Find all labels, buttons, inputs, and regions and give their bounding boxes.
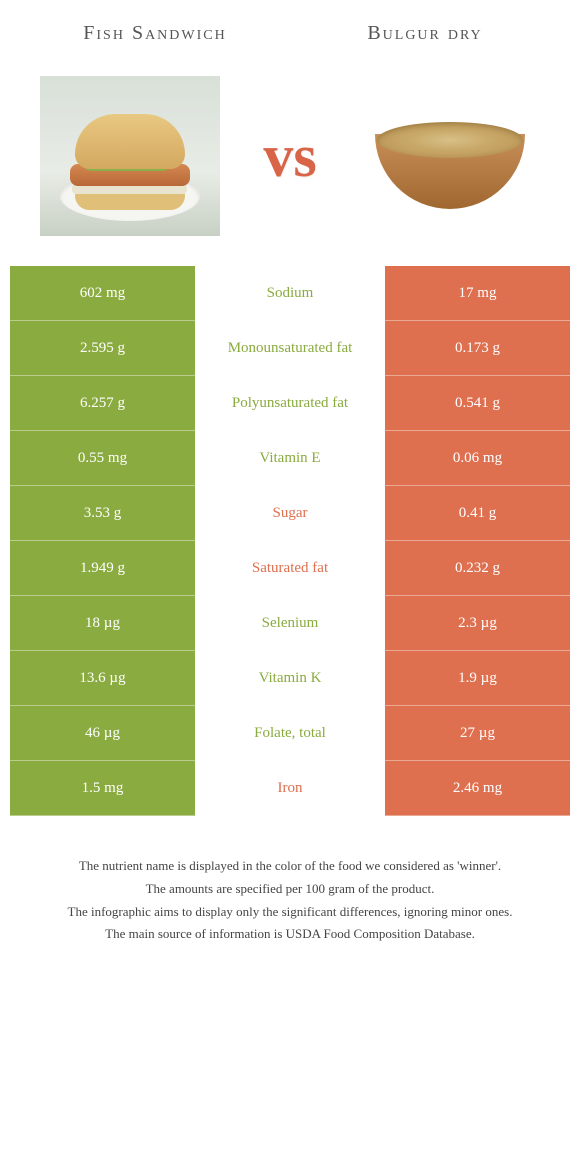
table-row: 18 µgSelenium2.3 µg [10,596,570,651]
right-value: 2.46 mg [385,761,570,816]
left-value: 0.55 mg [10,431,195,486]
table-row: 3.53 gSugar0.41 g [10,486,570,541]
right-value: 0.232 g [385,541,570,596]
nutrient-table: 602 mgSodium17 mg2.595 gMonounsaturated … [10,266,570,816]
right-value: 0.541 g [385,376,570,431]
right-value: 0.173 g [385,321,570,376]
nutrient-name: Selenium [195,596,385,651]
right-food-image [360,76,540,236]
footer-line-4: The main source of information is USDA F… [30,924,550,945]
table-row: 13.6 µgVitamin K1.9 µg [10,651,570,706]
left-food-image [40,76,220,236]
right-food-title: Bulgur dry [325,20,525,46]
table-row: 2.595 gMonounsaturated fat0.173 g [10,321,570,376]
left-value: 602 mg [10,266,195,321]
table-row: 1.5 mgIron2.46 mg [10,761,570,816]
images-row: vs [0,56,580,266]
vs-label: vs [263,122,316,191]
table-row: 602 mgSodium17 mg [10,266,570,321]
left-value: 3.53 g [10,486,195,541]
right-value: 2.3 µg [385,596,570,651]
right-value: 27 µg [385,706,570,761]
left-value: 13.6 µg [10,651,195,706]
nutrient-name: Folate, total [195,706,385,761]
footer-notes: The nutrient name is displayed in the co… [0,816,580,967]
left-food-title: Fish Sandwich [55,20,255,46]
header: Fish Sandwich Bulgur dry [0,0,580,56]
table-row: 6.257 gPolyunsaturated fat0.541 g [10,376,570,431]
nutrient-name: Iron [195,761,385,816]
nutrient-name: Sodium [195,266,385,321]
left-value: 46 µg [10,706,195,761]
left-value: 2.595 g [10,321,195,376]
footer-line-1: The nutrient name is displayed in the co… [30,856,550,877]
table-row: 46 µgFolate, total27 µg [10,706,570,761]
nutrient-name: Saturated fat [195,541,385,596]
left-value: 18 µg [10,596,195,651]
nutrient-name: Monounsaturated fat [195,321,385,376]
nutrient-name: Vitamin E [195,431,385,486]
right-value: 17 mg [385,266,570,321]
table-row: 1.949 gSaturated fat0.232 g [10,541,570,596]
right-value: 0.06 mg [385,431,570,486]
left-value: 1.949 g [10,541,195,596]
footer-line-2: The amounts are specified per 100 gram o… [30,879,550,900]
left-value: 6.257 g [10,376,195,431]
nutrient-name: Vitamin K [195,651,385,706]
right-value: 0.41 g [385,486,570,541]
table-row: 0.55 mgVitamin E0.06 mg [10,431,570,486]
nutrient-name: Sugar [195,486,385,541]
nutrient-name: Polyunsaturated fat [195,376,385,431]
right-value: 1.9 µg [385,651,570,706]
footer-line-3: The infographic aims to display only the… [30,902,550,923]
left-value: 1.5 mg [10,761,195,816]
